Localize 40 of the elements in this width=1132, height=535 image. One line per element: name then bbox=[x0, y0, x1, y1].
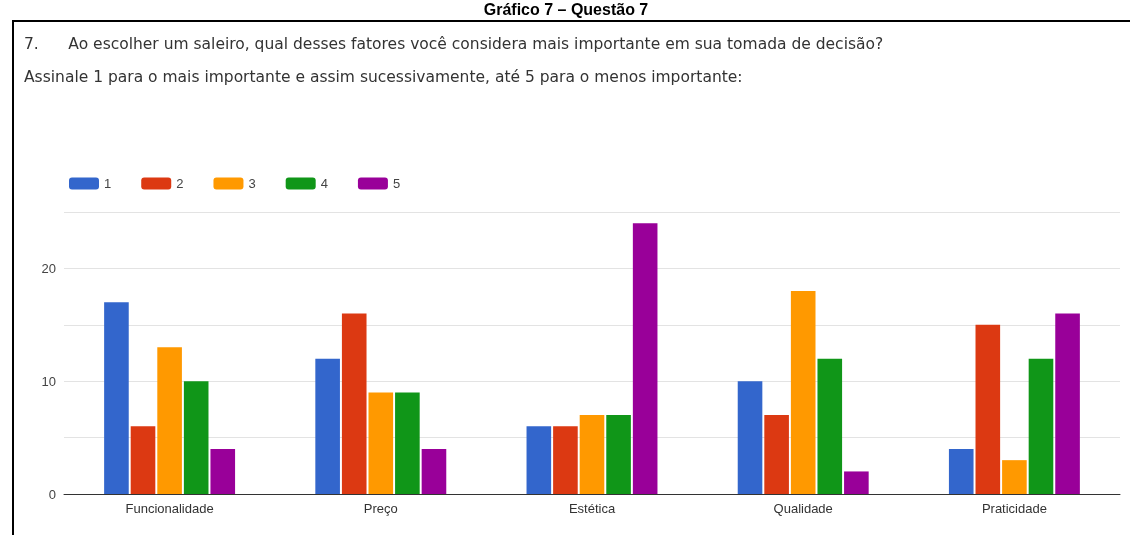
bar bbox=[183, 381, 209, 494]
bar bbox=[1055, 313, 1080, 494]
legend-label: 3 bbox=[248, 176, 256, 191]
bar bbox=[130, 426, 156, 494]
chart-subtitle: 7. Ao escolher um saleiro, qual desses fatores você considera mais importante em sua tomada de decisão? Assinale 1 para o mais importante e assim sucessivamente, até 5 para o menos importante: bbox=[24, 34, 884, 88]
y-tick-label: 0 bbox=[48, 486, 56, 502]
bar bbox=[395, 392, 420, 494]
x-tick-label: Praticidade bbox=[981, 501, 1047, 516]
y-tick-label: 20 bbox=[41, 260, 56, 276]
bar bbox=[1028, 358, 1054, 494]
bar bbox=[157, 347, 182, 494]
bar bbox=[368, 392, 394, 494]
x-tick-label: Funcionalidade bbox=[125, 501, 214, 516]
legend-label: 1 bbox=[104, 176, 112, 191]
chart-title: Gráfico 7 – Questão 7 bbox=[482, 1, 650, 19]
bar bbox=[579, 415, 605, 494]
x-tick-label: Estética bbox=[568, 501, 616, 516]
x-tick-label: Qualidade bbox=[773, 501, 833, 516]
bar bbox=[553, 426, 578, 494]
bar bbox=[975, 324, 1001, 494]
x-tick-label: Preço bbox=[363, 501, 398, 516]
bar bbox=[817, 358, 843, 494]
bar bbox=[421, 448, 447, 494]
bar bbox=[210, 448, 236, 494]
bar bbox=[790, 290, 816, 494]
bar bbox=[948, 448, 974, 494]
legend-label: 2 bbox=[176, 176, 184, 191]
bar bbox=[1002, 460, 1027, 494]
bar bbox=[315, 358, 340, 494]
bar bbox=[606, 415, 631, 494]
bar bbox=[526, 426, 552, 494]
legend-label: 5 bbox=[392, 176, 401, 191]
bar bbox=[341, 313, 367, 494]
bar bbox=[632, 223, 658, 494]
bar bbox=[764, 415, 789, 494]
legend-label: 4 bbox=[320, 176, 328, 191]
bar bbox=[104, 302, 129, 494]
bar bbox=[844, 471, 869, 494]
bar bbox=[737, 381, 763, 494]
y-tick-label: 10 bbox=[41, 373, 56, 389]
